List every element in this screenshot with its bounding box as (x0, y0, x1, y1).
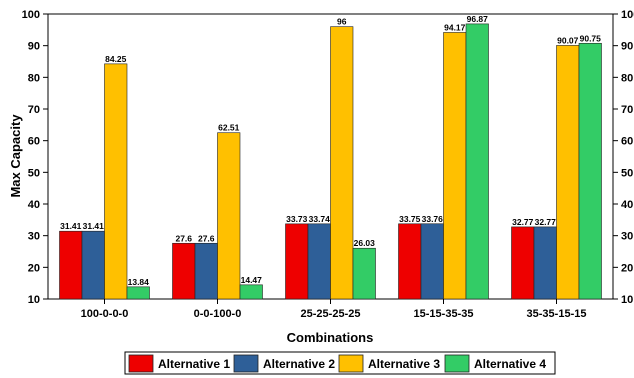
x-tick-label: 25-25-25-25 (301, 308, 361, 320)
bar-alternative-3-25-25-25-25 (330, 26, 354, 300)
legend-swatch (128, 354, 154, 373)
bar-alternative-1-35-35-15-15 (511, 226, 535, 300)
x-axis-title: Combinations (287, 330, 374, 345)
y-tick-label-right: 40 (621, 199, 633, 211)
data-labels-group: 31.41 31.41 84.25 13.84 27.6 27.6 62.51 14.47 33… (60, 14, 601, 287)
data-label: 32.77 (535, 217, 557, 227)
data-label: 32.77 (512, 217, 534, 227)
y-tick-label-right: 10 (621, 294, 633, 306)
legend-label: Alternative 2 (263, 357, 335, 371)
x-axis: 100-0-0-0 0-0-100-0 25-25-25-25 15-15-35-35… (81, 299, 587, 320)
data-label: 84.25 (105, 54, 127, 64)
bar-alternative-4-0-0-100-0 (239, 284, 263, 300)
data-label: 27.6 (175, 233, 192, 243)
data-label: 31.41 (60, 221, 82, 231)
bar-alternative-1-0-0-100-0 (172, 242, 196, 300)
y-tick-label-right: 20 (621, 262, 633, 274)
y-tick-label-left: 20 (28, 262, 40, 274)
bar-alternative-2-0-0-100-0 (194, 242, 218, 300)
data-label: 33.75 (399, 214, 421, 224)
bar-alternative-3-0-0-100-0 (217, 132, 241, 300)
y-tick-label-left: 30 (28, 231, 40, 243)
legend-label: Alternative 1 (158, 357, 230, 371)
y-tick-label-right: 80 (621, 72, 633, 84)
data-label: 96.87 (467, 14, 489, 24)
y-tick-label-right: 70 (621, 104, 633, 116)
bar-alternative-3-35-35-15-15 (556, 45, 580, 300)
data-label: 31.41 (83, 221, 105, 231)
bar-alternative-4-35-35-15-15 (578, 42, 602, 300)
bar-alternative-1-15-15-35-35 (398, 223, 422, 300)
y-axis-right: 10 20 30 40 50 60 70 80 90 100 (613, 9, 634, 306)
data-label: 33.73 (286, 214, 308, 224)
legend-label: Alternative 3 (368, 357, 440, 371)
y-tick-label-left: 60 (28, 136, 40, 148)
data-label: 90.75 (580, 33, 602, 43)
bar-alternative-2-25-25-25-25 (307, 223, 331, 300)
y-tick-label-right: 90 (621, 41, 633, 53)
bar-alternative-3-100-0-0-0 (104, 63, 128, 300)
bar-alternative-2-35-35-15-15 (533, 226, 557, 300)
bar-alternative-4-100-0-0-0 (126, 286, 150, 300)
legend-swatch (233, 354, 259, 373)
x-tick-label: 0-0-100-0 (194, 308, 242, 320)
y-tick-label-left: 50 (28, 167, 40, 179)
data-label: 96 (337, 17, 347, 27)
y-tick-label-right: 60 (621, 136, 633, 148)
data-label: 94.17 (444, 22, 466, 32)
data-label: 33.76 (422, 214, 444, 224)
data-label: 13.84 (128, 277, 150, 287)
y-tick-label-left: 10 (28, 294, 40, 306)
x-tick-label: 35-35-15-15 (527, 308, 587, 320)
data-label: 62.51 (218, 123, 240, 133)
data-label: 33.74 (309, 214, 331, 224)
bar-alternative-1-100-0-0-0 (59, 230, 83, 300)
y-tick-label-left: 70 (28, 104, 40, 116)
bar-alternative-4-15-15-35-35 (465, 23, 489, 300)
bars-group (59, 23, 602, 300)
bar-alternative-4-25-25-25-25 (352, 247, 376, 300)
legend: Alternative 1 Alternative 2 Alternative 3 A… (124, 351, 556, 375)
bar-alternative-1-25-25-25-25 (285, 223, 309, 300)
bar-alternative-2-15-15-35-35 (420, 223, 444, 300)
data-label: 27.6 (198, 233, 215, 243)
y-tick-label-left: 90 (28, 41, 40, 53)
data-label: 14.47 (241, 275, 263, 285)
legend-label: Alternative 4 (474, 357, 546, 371)
x-tick-label: 15-15-35-35 (414, 308, 474, 320)
data-label: 26.03 (354, 238, 376, 248)
y-tick-label-left: 100 (22, 9, 40, 21)
legend-swatch (444, 354, 470, 373)
y-tick-label-right: 100 (621, 9, 634, 21)
legend-swatch (338, 354, 364, 373)
y-tick-label-right: 30 (621, 231, 633, 243)
x-tick-label: 100-0-0-0 (81, 308, 129, 320)
data-label: 90.07 (557, 35, 579, 45)
bar-alternative-2-100-0-0-0 (81, 230, 105, 300)
bar-alternative-3-15-15-35-35 (443, 32, 467, 300)
y-axis-title: Max Capacity (8, 114, 23, 198)
y-axis-left: 10 20 30 40 50 60 70 80 90 100 (22, 9, 48, 306)
y-tick-label-left: 80 (28, 72, 40, 84)
y-tick-label-left: 40 (28, 199, 40, 211)
y-tick-label-right: 50 (621, 167, 633, 179)
